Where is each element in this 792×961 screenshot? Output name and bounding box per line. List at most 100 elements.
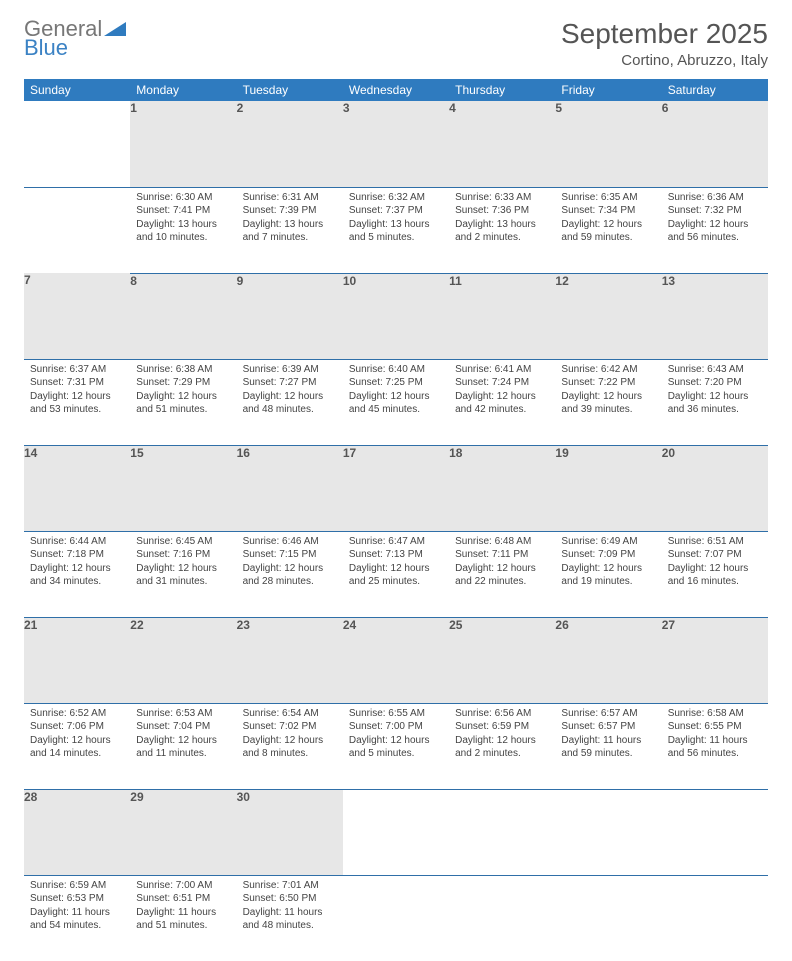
sunset-text: Sunset: 7:18 PM xyxy=(30,548,124,562)
daylight-text: Daylight: 11 hours xyxy=(243,906,337,920)
day-details: Sunrise: 6:58 AMSunset: 6:55 PMDaylight:… xyxy=(662,704,768,767)
day-cell: Sunrise: 6:36 AMSunset: 7:32 PMDaylight:… xyxy=(662,187,768,273)
daylight-text: Daylight: 12 hours xyxy=(561,562,655,576)
calendar-head: SundayMondayTuesdayWednesdayThursdayFrid… xyxy=(24,79,768,101)
day-details: Sunrise: 6:43 AMSunset: 7:20 PMDaylight:… xyxy=(662,360,768,423)
day-details: Sunrise: 6:44 AMSunset: 7:18 PMDaylight:… xyxy=(24,532,130,595)
daylight-text: and 28 minutes. xyxy=(243,575,337,589)
day-number-cell: 3 xyxy=(343,101,449,187)
sunset-text: Sunset: 6:57 PM xyxy=(561,720,655,734)
daylight-text: Daylight: 12 hours xyxy=(243,562,337,576)
day-header: Saturday xyxy=(662,79,768,101)
daylight-text: and 34 minutes. xyxy=(30,575,124,589)
sunrise-text: Sunrise: 6:31 AM xyxy=(243,191,337,205)
day-cell: Sunrise: 6:32 AMSunset: 7:37 PMDaylight:… xyxy=(343,187,449,273)
daylight-text: Daylight: 12 hours xyxy=(561,390,655,404)
day-cell: Sunrise: 6:52 AMSunset: 7:06 PMDaylight:… xyxy=(24,703,130,789)
day-details: Sunrise: 6:59 AMSunset: 6:53 PMDaylight:… xyxy=(24,876,130,939)
sunset-text: Sunset: 7:31 PM xyxy=(30,376,124,390)
daylight-text: and 51 minutes. xyxy=(136,403,230,417)
sunset-text: Sunset: 7:37 PM xyxy=(349,204,443,218)
day-header: Tuesday xyxy=(237,79,343,101)
sunset-text: Sunset: 7:39 PM xyxy=(243,204,337,218)
day-number-cell: 21 xyxy=(24,617,130,703)
day-header: Sunday xyxy=(24,79,130,101)
day-number-cell: 13 xyxy=(662,273,768,359)
daylight-text: Daylight: 12 hours xyxy=(243,734,337,748)
day-number-cell: 6 xyxy=(662,101,768,187)
day-details: Sunrise: 6:38 AMSunset: 7:29 PMDaylight:… xyxy=(130,360,236,423)
day-cell: Sunrise: 6:47 AMSunset: 7:13 PMDaylight:… xyxy=(343,531,449,617)
day-cell: Sunrise: 6:55 AMSunset: 7:00 PMDaylight:… xyxy=(343,703,449,789)
sunset-text: Sunset: 7:11 PM xyxy=(455,548,549,562)
sunset-text: Sunset: 7:16 PM xyxy=(136,548,230,562)
daylight-text: and 22 minutes. xyxy=(455,575,549,589)
day-number-cell: 27 xyxy=(662,617,768,703)
location: Cortino, Abruzzo, Italy xyxy=(561,52,768,69)
day-cell: Sunrise: 6:58 AMSunset: 6:55 PMDaylight:… xyxy=(662,703,768,789)
day-number-row: 78910111213 xyxy=(24,273,768,359)
daylight-text: and 59 minutes. xyxy=(561,747,655,761)
sunset-text: Sunset: 7:04 PM xyxy=(136,720,230,734)
day-number-cell xyxy=(662,789,768,875)
day-cell xyxy=(662,875,768,961)
sunset-text: Sunset: 7:36 PM xyxy=(455,204,549,218)
day-number-cell: 18 xyxy=(449,445,555,531)
day-number-cell: 5 xyxy=(555,101,661,187)
sunrise-text: Sunrise: 6:58 AM xyxy=(668,707,762,721)
day-number-cell: 23 xyxy=(237,617,343,703)
day-cell: Sunrise: 6:35 AMSunset: 7:34 PMDaylight:… xyxy=(555,187,661,273)
day-details: Sunrise: 6:37 AMSunset: 7:31 PMDaylight:… xyxy=(24,360,130,423)
day-number-cell: 4 xyxy=(449,101,555,187)
day-cell xyxy=(449,875,555,961)
sunrise-text: Sunrise: 6:51 AM xyxy=(668,535,762,549)
day-cell: Sunrise: 6:37 AMSunset: 7:31 PMDaylight:… xyxy=(24,359,130,445)
sunrise-text: Sunrise: 6:55 AM xyxy=(349,707,443,721)
daylight-text: Daylight: 12 hours xyxy=(668,218,762,232)
daylight-text: and 36 minutes. xyxy=(668,403,762,417)
daylight-text: and 48 minutes. xyxy=(243,919,337,933)
daylight-text: and 19 minutes. xyxy=(561,575,655,589)
day-details: Sunrise: 6:33 AMSunset: 7:36 PMDaylight:… xyxy=(449,188,555,251)
day-cell: Sunrise: 6:41 AMSunset: 7:24 PMDaylight:… xyxy=(449,359,555,445)
day-details: Sunrise: 6:51 AMSunset: 7:07 PMDaylight:… xyxy=(662,532,768,595)
daylight-text: Daylight: 11 hours xyxy=(136,906,230,920)
sunset-text: Sunset: 6:50 PM xyxy=(243,892,337,906)
calendar-body: 1 23 456 Sunrise: 6:30 AMSunset: 7:41 PMDay… xyxy=(24,101,768,961)
sunset-text: Sunset: 7:20 PM xyxy=(668,376,762,390)
day-number-cell xyxy=(555,789,661,875)
day-details: Sunrise: 6:31 AMSunset: 7:39 PMDaylight:… xyxy=(237,188,343,251)
sunset-text: Sunset: 7:09 PM xyxy=(561,548,655,562)
sunset-text: Sunset: 7:13 PM xyxy=(349,548,443,562)
day-number-cell xyxy=(343,789,449,875)
daylight-text: and 2 minutes. xyxy=(455,747,549,761)
sunrise-text: Sunrise: 6:53 AM xyxy=(136,707,230,721)
sunrise-text: Sunrise: 6:32 AM xyxy=(349,191,443,205)
daylight-text: Daylight: 12 hours xyxy=(668,562,762,576)
daylight-text: and 51 minutes. xyxy=(136,919,230,933)
day-details: Sunrise: 6:49 AMSunset: 7:09 PMDaylight:… xyxy=(555,532,661,595)
daylight-text: Daylight: 12 hours xyxy=(136,734,230,748)
day-details: Sunrise: 6:35 AMSunset: 7:34 PMDaylight:… xyxy=(555,188,661,251)
day-details: Sunrise: 6:54 AMSunset: 7:02 PMDaylight:… xyxy=(237,704,343,767)
sunset-text: Sunset: 7:27 PM xyxy=(243,376,337,390)
sunset-text: Sunset: 7:24 PM xyxy=(455,376,549,390)
sunrise-text: Sunrise: 6:44 AM xyxy=(30,535,124,549)
day-cell: Sunrise: 7:01 AMSunset: 6:50 PMDaylight:… xyxy=(237,875,343,961)
triangle-icon xyxy=(104,22,126,36)
sunrise-text: Sunrise: 6:48 AM xyxy=(455,535,549,549)
sunrise-text: Sunrise: 6:46 AM xyxy=(243,535,337,549)
sunrise-text: Sunrise: 6:35 AM xyxy=(561,191,655,205)
day-cell: Sunrise: 6:42 AMSunset: 7:22 PMDaylight:… xyxy=(555,359,661,445)
day-number-cell: 30 xyxy=(237,789,343,875)
sunrise-text: Sunrise: 6:36 AM xyxy=(668,191,762,205)
day-number-cell: 1 xyxy=(130,101,236,187)
day-details: Sunrise: 6:36 AMSunset: 7:32 PMDaylight:… xyxy=(662,188,768,251)
day-number-cell: 20 xyxy=(662,445,768,531)
daylight-text: Daylight: 12 hours xyxy=(455,562,549,576)
day-cell: Sunrise: 6:46 AMSunset: 7:15 PMDaylight:… xyxy=(237,531,343,617)
day-details: Sunrise: 6:30 AMSunset: 7:41 PMDaylight:… xyxy=(130,188,236,251)
sunset-text: Sunset: 6:53 PM xyxy=(30,892,124,906)
day-number-cell: 28 xyxy=(24,789,130,875)
day-body-row: Sunrise: 6:59 AMSunset: 6:53 PMDaylight:… xyxy=(24,875,768,961)
